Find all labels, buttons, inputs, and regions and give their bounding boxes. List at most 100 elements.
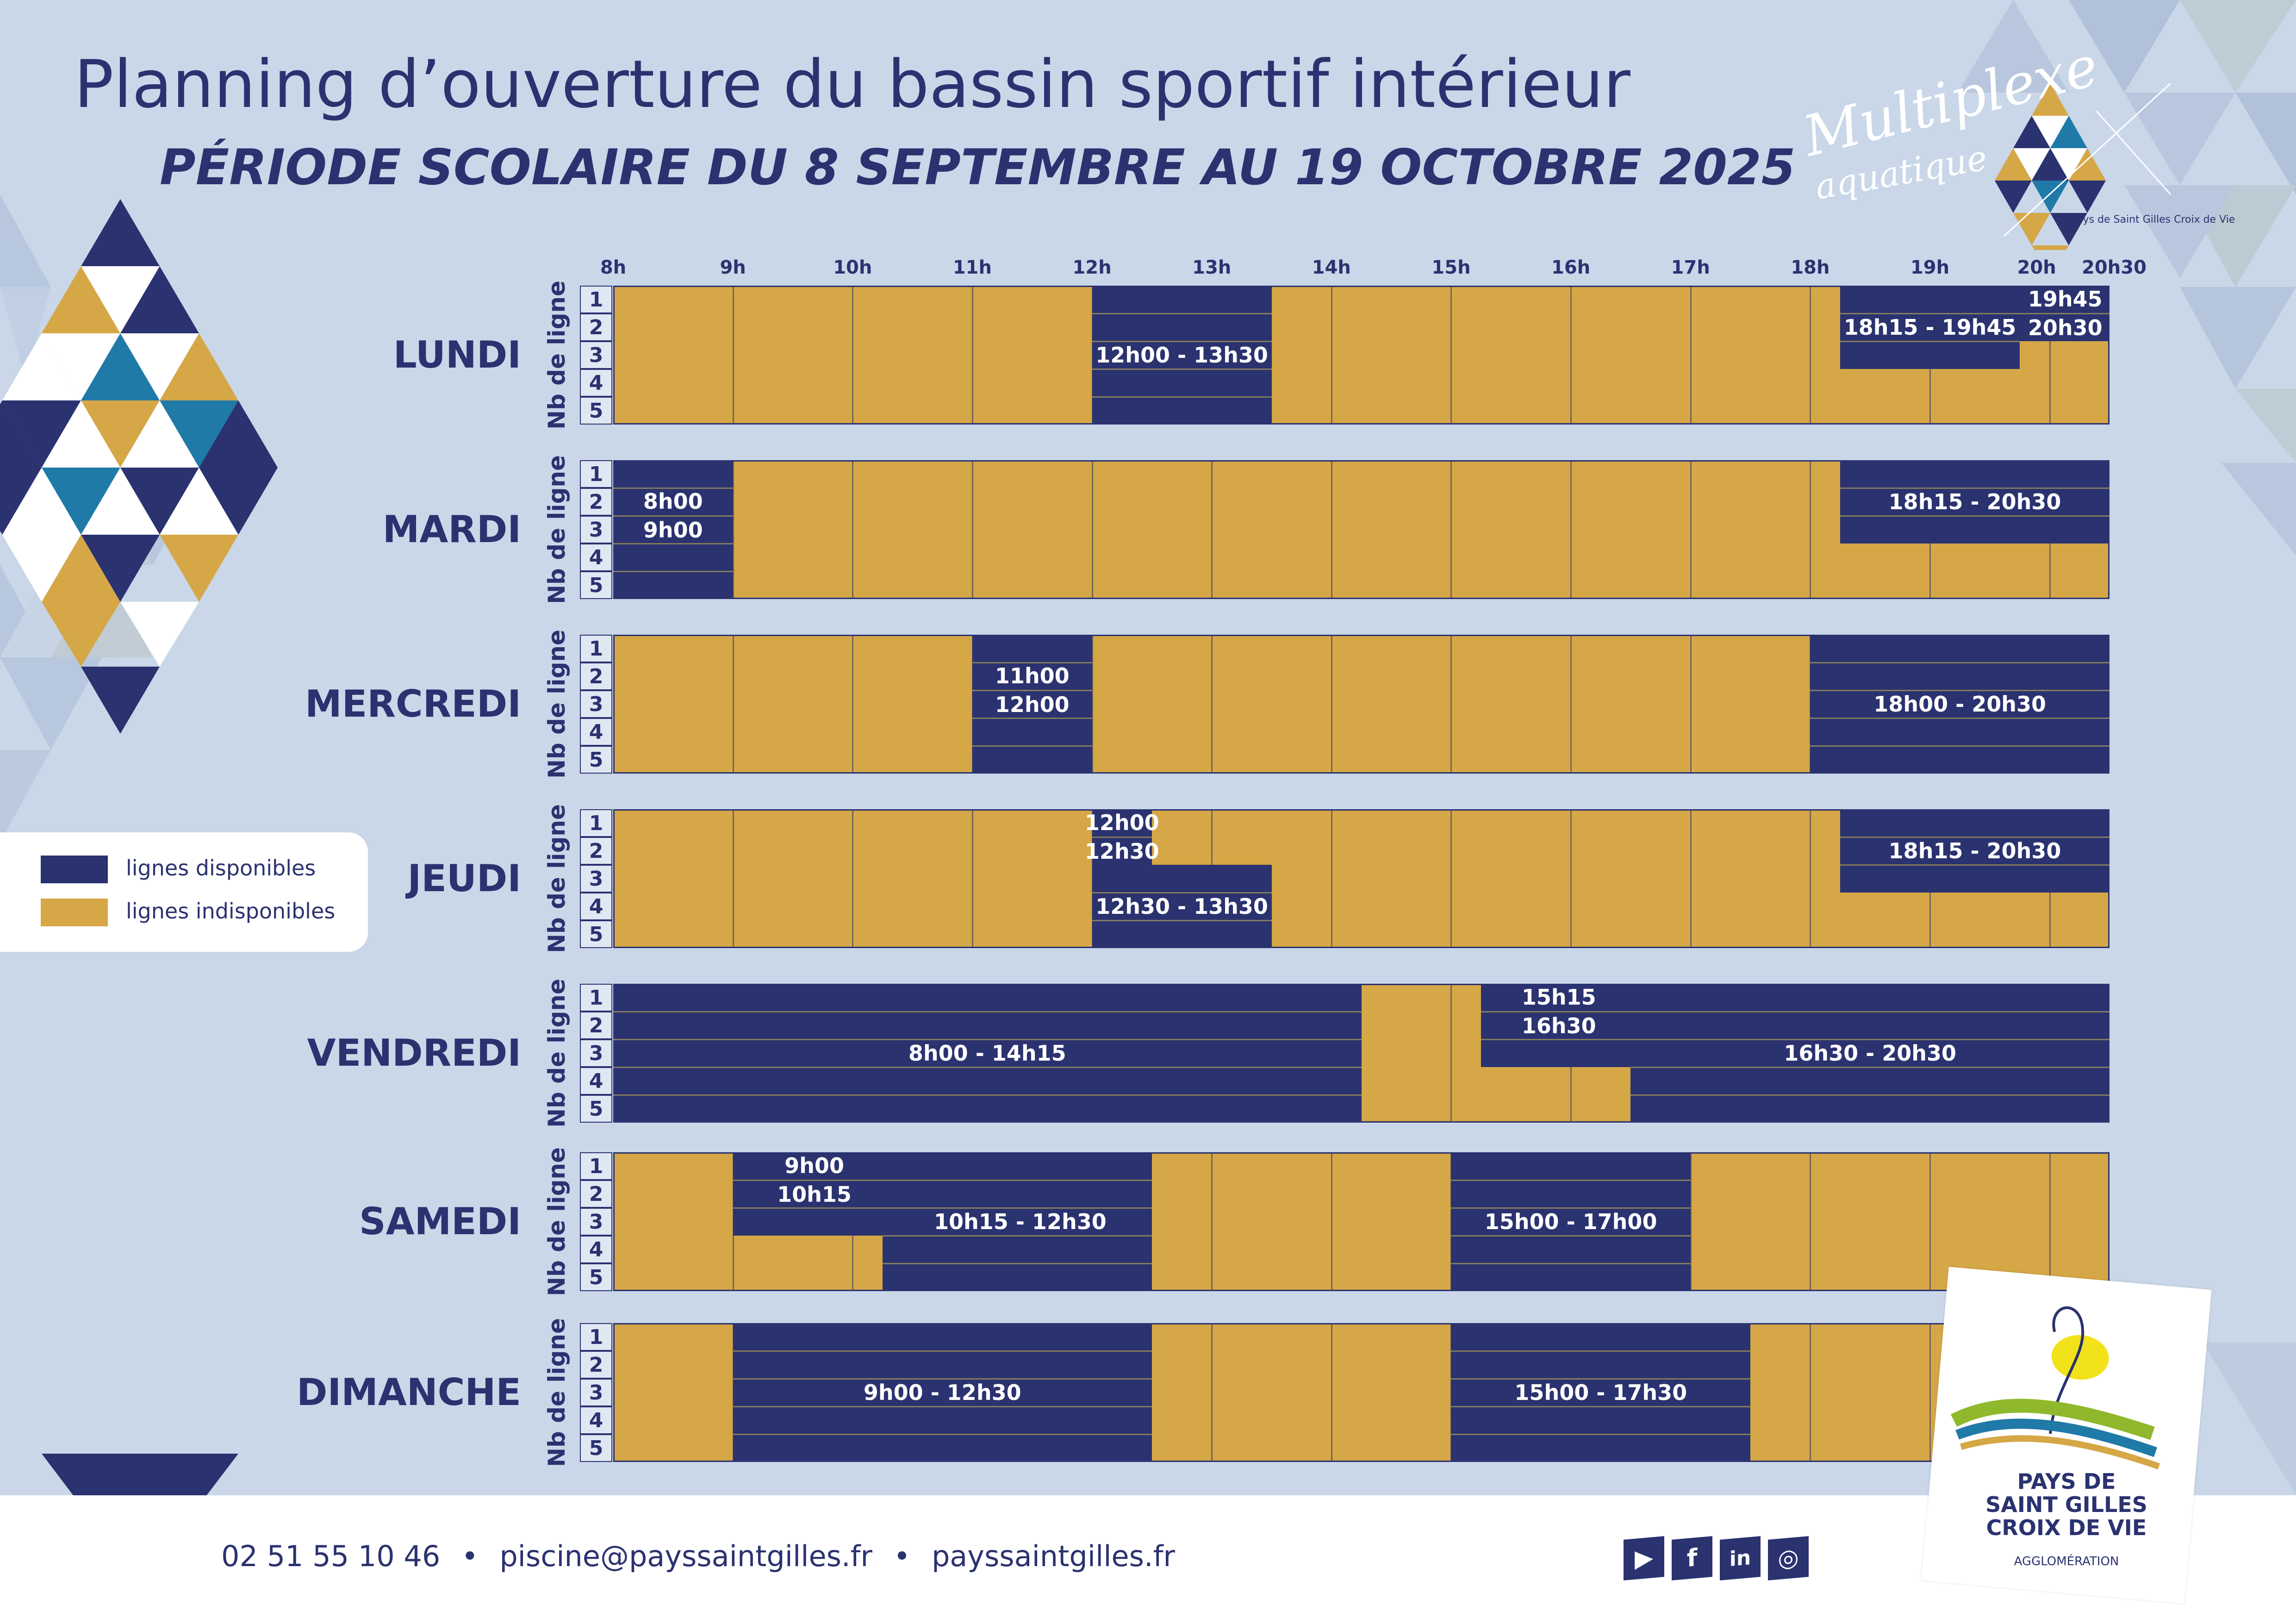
lane-divider [733, 1350, 1152, 1352]
hour-gridline [1810, 1152, 1811, 1291]
website-link[interactable]: payssaintgilles.fr [931, 1539, 1175, 1573]
hour-gridline [1091, 460, 1093, 599]
hour-gridline [1929, 1152, 1931, 1291]
email-link[interactable]: piscine@payssaintgilles.fr [499, 1539, 872, 1573]
lane-divider [613, 515, 733, 517]
lane-axis-label: Nb de ligne [543, 281, 570, 430]
separator: • [461, 1539, 479, 1573]
lane-number: 1 [580, 635, 612, 662]
contact-line: 02 51 55 10 46 • piscine@payssaintgilles… [221, 1539, 1175, 1573]
hour-gridline [1450, 809, 1452, 948]
lane-number: 2 [580, 1351, 612, 1379]
available-lanes-block [733, 1323, 1152, 1462]
hour-gridline [1211, 1152, 1213, 1291]
available-lanes-block [1092, 865, 1272, 948]
instagram-icon[interactable]: ◎ [1768, 1536, 1809, 1580]
lane-divider [613, 1067, 1362, 1068]
available-lanes-block [1451, 1323, 1751, 1462]
lane-divider [1451, 1180, 1691, 1181]
legend-swatch-unavailable [41, 899, 108, 926]
lane-divider [613, 1039, 1362, 1040]
lane-divider [613, 487, 733, 489]
lane-divider [1451, 1350, 1751, 1352]
day-label-jeudi: JEUDI [407, 857, 521, 900]
available-lanes-block [613, 460, 733, 599]
lane-number: 4 [580, 893, 612, 920]
hour-gridline [1331, 460, 1332, 599]
hour-gridline [732, 460, 734, 599]
hour-gridline [1211, 1323, 1213, 1462]
lane-number: 2 [580, 662, 612, 690]
time-slot-label: 15h00 - 17h30 [1514, 1380, 1687, 1405]
lane-number: 3 [580, 341, 612, 369]
legend-swatch-available [41, 856, 108, 883]
time-slot-label: 12h00 12h30 [1084, 810, 1159, 864]
lane-divider [1630, 1067, 2109, 1068]
hour-gridline [732, 809, 734, 948]
agglo-name: PAYS DE SAINT GILLES CROIX DE VIE [1958, 1470, 2175, 1539]
lane-divider [1451, 1378, 1751, 1380]
available-lanes-block [1092, 286, 1272, 425]
lane-divider [882, 1207, 1152, 1209]
lane-number: 1 [580, 286, 612, 313]
lane-divider [1630, 1039, 2109, 1040]
lane-number: 5 [580, 397, 612, 425]
lane-number: 1 [580, 460, 612, 488]
legend-label-unavailable: lignes indisponibles [126, 899, 336, 924]
day-label-dimanche: DIMANCHE [297, 1371, 521, 1414]
lane-divider [1092, 369, 1272, 370]
hour-label: 12h [1072, 257, 1112, 278]
hour-gridline [1450, 460, 1452, 599]
hour-gridline [1331, 809, 1332, 948]
hour-gridline [1331, 1323, 1332, 1462]
hour-gridline [1450, 984, 1452, 1123]
lane-number: 5 [580, 1263, 612, 1291]
lane-divider [1630, 1011, 2109, 1012]
lane-divider [1840, 341, 2020, 342]
footer [0, 1495, 2296, 1624]
lane-divider [1481, 1039, 1631, 1040]
lane-axis-label: Nb de ligne [543, 979, 570, 1128]
linkedin-icon[interactable]: in [1720, 1536, 1761, 1580]
time-slot-label: 11h00 12h00 [995, 663, 1070, 717]
hour-gridline [1690, 809, 1692, 948]
time-slot-label: 18h15 - 20h30 [1888, 489, 2061, 514]
hour-gridline [1331, 635, 1332, 774]
lane-divider [1840, 515, 2109, 517]
hour-gridline [1810, 460, 1811, 599]
lane-divider [1810, 662, 2109, 663]
lane-divider [613, 543, 733, 544]
hour-gridline [1450, 635, 1452, 774]
available-lanes-block [1840, 809, 2109, 893]
lane-number: 4 [580, 1067, 612, 1095]
time-slot-label: 19h45 20h30 [2028, 287, 2103, 340]
facebook-icon[interactable]: f [1672, 1536, 1712, 1580]
lane-divider [972, 662, 1092, 663]
hour-gridline [852, 460, 854, 599]
lane-divider [613, 1011, 1362, 1012]
lane-number: 2 [580, 1012, 612, 1039]
lane-number: 1 [580, 1152, 612, 1180]
lane-number: 4 [580, 1236, 612, 1263]
lane-divider [1840, 313, 2020, 314]
lane-divider [613, 1094, 1362, 1096]
hour-gridline [2049, 286, 2051, 425]
lane-divider [1092, 837, 1152, 838]
hour-gridline [1211, 460, 1213, 599]
hour-gridline [1690, 635, 1692, 774]
lane-number: 2 [580, 313, 612, 341]
time-slot-label: 16h30 - 20h30 [1784, 1041, 1957, 1066]
hour-gridline [1211, 635, 1213, 774]
lane-divider [1630, 1094, 2109, 1096]
hour-label: 16h [1551, 257, 1591, 278]
lane-number: 4 [580, 543, 612, 571]
time-slot-label: 15h00 - 17h00 [1484, 1209, 1657, 1234]
youtube-icon[interactable]: ▶ [1624, 1536, 1664, 1580]
lane-axis-label: Nb de ligne [543, 804, 570, 953]
lane-number: 1 [580, 984, 612, 1012]
lane-divider [2020, 313, 2109, 314]
hour-gridline [1570, 809, 1572, 948]
lane-number: 5 [580, 1095, 612, 1123]
lane-divider [1092, 341, 1272, 342]
hour-gridline [1450, 286, 1452, 425]
